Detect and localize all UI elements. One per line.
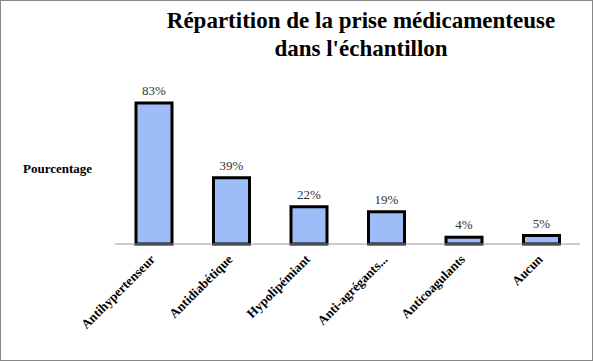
html-text:Répartition de la prise médica: Répartition de la prise médicamenteuse d… <box>166 8 556 61</box>
html-text:Pourcentage: Pourcentage <box>23 161 93 176</box>
svg-text:Aucun: Aucun <box>509 251 546 288</box>
svg-text:Anti-agrégants...: Anti-agrégants... <box>314 252 390 328</box>
svg-text:4%: 4% <box>455 217 473 232</box>
svg-text:Antidiabétique: Antidiabétique <box>166 251 236 321</box>
svg-text:5%: 5% <box>533 216 551 231</box>
svg-text:Hypolipémiant: Hypolipémiant <box>244 251 314 321</box>
svg-text:19%: 19% <box>375 192 399 207</box>
svg-text:Antihypertenseur: Antihypertenseur <box>78 251 158 331</box>
svg-text:22%: 22% <box>297 187 321 202</box>
svg-text:Anticoagulants: Anticoagulants <box>398 252 468 322</box>
svg-text:83%: 83% <box>142 83 166 98</box>
svg-text:39%: 39% <box>220 158 244 173</box>
